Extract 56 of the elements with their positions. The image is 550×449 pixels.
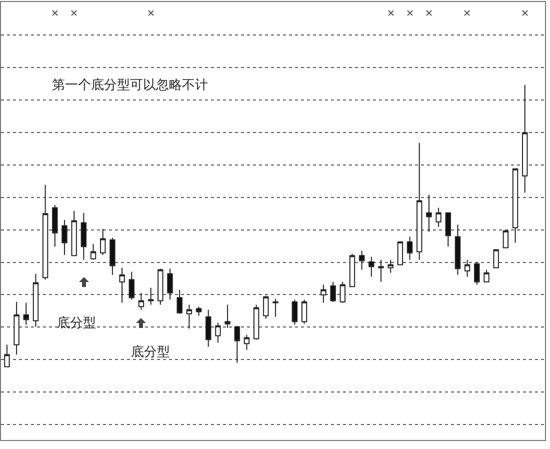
- candlestick: [100, 228, 106, 256]
- candlestick: [368, 256, 374, 278]
- candlestick: [426, 194, 432, 232]
- candlestick: [484, 269, 490, 282]
- candlestick: [272, 298, 278, 318]
- candlestick: [62, 219, 68, 256]
- candlestick: [128, 271, 134, 300]
- candlestick: [263, 295, 269, 320]
- candlestick: [110, 237, 116, 276]
- candlestick: [176, 289, 182, 314]
- candlestick: [292, 299, 298, 326]
- annotation: 底分型: [131, 345, 170, 360]
- candlestick: [406, 236, 413, 260]
- candlestick: [244, 334, 250, 350]
- candlestick: [119, 267, 125, 304]
- candlestick: [32, 273, 39, 328]
- candlestick: [493, 249, 499, 268]
- candlestick: [474, 261, 480, 286]
- candlestick: [42, 184, 48, 280]
- candlestick: [52, 204, 58, 248]
- candlestick: [301, 299, 308, 324]
- candlestick: [148, 287, 154, 306]
- candlestick: [436, 207, 442, 228]
- candlestick: [71, 210, 77, 256]
- candlestick: [80, 212, 87, 260]
- annotation: 第一个底分型可以忽略不计: [52, 78, 208, 93]
- candlestick: [349, 253, 356, 288]
- candlestick: [512, 168, 518, 244]
- candlestick: [330, 281, 336, 302]
- candlestick: [388, 259, 394, 274]
- candlestick: [196, 306, 202, 316]
- candlestick: [186, 304, 192, 330]
- candlestick: [502, 230, 509, 248]
- candlestick: [522, 84, 528, 194]
- candlestick: [14, 301, 20, 356]
- candlestick: [4, 344, 10, 368]
- candlestick: [234, 325, 240, 364]
- candlestick: [23, 302, 29, 326]
- candlestick: [464, 259, 470, 278]
- candlestick: [206, 309, 212, 348]
- candlestick: [397, 241, 404, 266]
- candlestick: [445, 212, 451, 248]
- candlestick: [158, 268, 164, 306]
- candlestick: [454, 224, 461, 276]
- candlestick: [378, 259, 384, 282]
- candlestick: [167, 268, 173, 300]
- candlestick: [138, 292, 144, 310]
- candlestick: [358, 250, 365, 270]
- candlestick: [320, 284, 326, 304]
- candlestick: [215, 322, 221, 344]
- candlestick: [340, 281, 346, 304]
- candlestick: [90, 243, 96, 260]
- candlestick: [416, 142, 422, 260]
- candlestick: [224, 304, 230, 328]
- annotation: 底分型: [57, 316, 96, 331]
- candlestick: [253, 304, 260, 340]
